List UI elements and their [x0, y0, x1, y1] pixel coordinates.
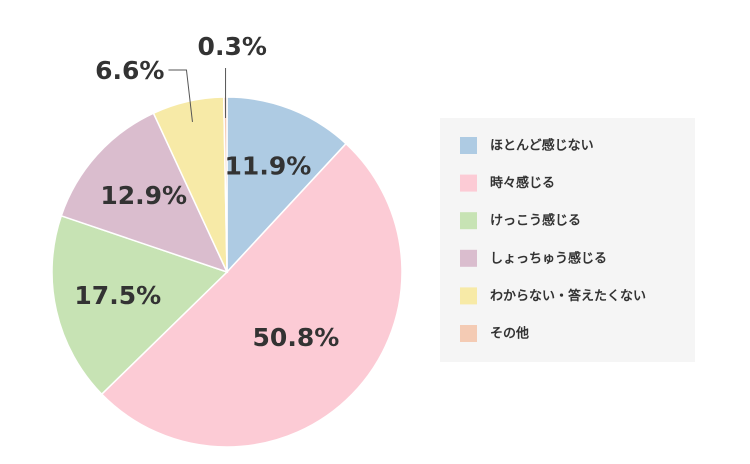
legend-label: 時々感じる [490, 175, 555, 191]
value-label: 6.6% [95, 56, 164, 85]
pie-slice [60, 112, 229, 274]
pie-slice [51, 214, 229, 396]
legend-box [440, 118, 695, 362]
legend-swatch [460, 325, 477, 342]
legend-label: わからない・答えたくない [490, 288, 646, 304]
value-label: 12.9% [100, 181, 187, 210]
leader-line [168, 69, 193, 122]
legend-swatch [460, 137, 477, 154]
legend-swatch [460, 212, 477, 230]
value-label: 17.5% [74, 281, 161, 310]
legend-swatch [460, 249, 477, 267]
pie-slice [100, 142, 403, 448]
legend-swatch [460, 174, 477, 192]
value-label: 50.8% [253, 323, 340, 352]
value-label: 11.9% [225, 152, 312, 181]
legend-label: その他 [490, 326, 529, 342]
legend-label: けっこう感じる [490, 213, 581, 229]
legend-label: しょっちゅう感じる [490, 250, 607, 266]
legend-swatch [460, 287, 477, 305]
legend-label: ほとんど感じない [490, 138, 594, 154]
pie-slice [226, 96, 348, 274]
value-label: 0.3% [198, 32, 267, 61]
